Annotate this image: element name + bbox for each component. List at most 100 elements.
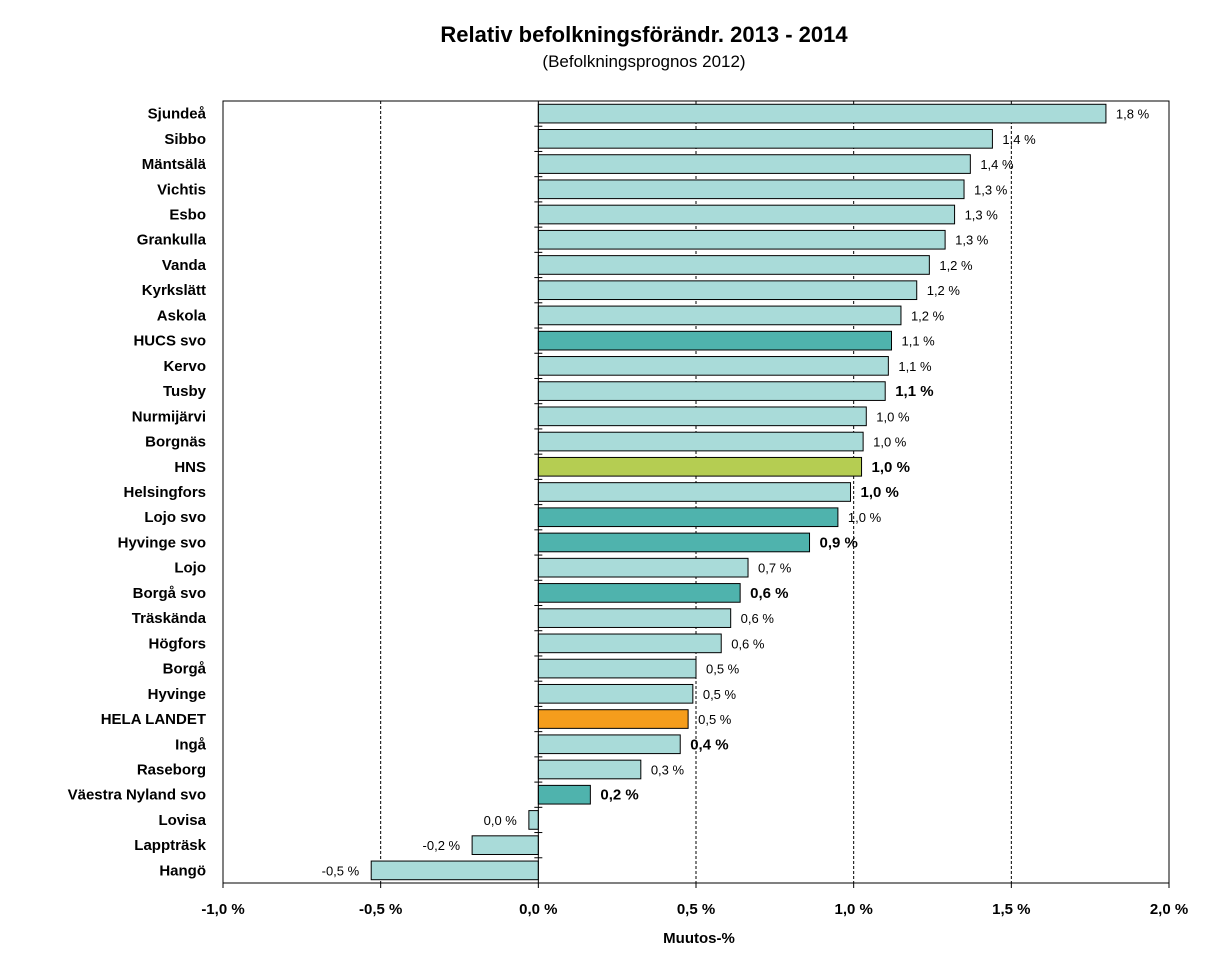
bar	[537, 456, 863, 477]
data-label: -0,5 %	[322, 863, 360, 878]
category-label: Esbo	[169, 207, 206, 224]
category-label: Askola	[157, 307, 207, 324]
data-label: 0,5 %	[698, 712, 732, 727]
chart-title: Relativ befolkningsförändr. 2013 - 2014	[440, 22, 848, 47]
bar	[537, 583, 741, 603]
bar	[537, 406, 867, 427]
bar	[537, 129, 993, 149]
category-label: Träskända	[132, 610, 207, 627]
data-label: 1,3 %	[965, 208, 999, 223]
category-label: Borgå svo	[133, 585, 206, 602]
data-label: 0,4 %	[690, 736, 728, 753]
category-label: Helsingfors	[123, 484, 206, 501]
bar	[537, 633, 722, 654]
category-label: Sibbo	[164, 131, 206, 148]
category-label: Vanda	[162, 257, 207, 274]
data-label: 0,2 %	[600, 787, 638, 804]
bar	[537, 255, 930, 275]
category-label: HELA LANDET	[101, 711, 206, 728]
data-label: 1,0 %	[876, 409, 910, 424]
bar	[537, 381, 886, 401]
data-label: 0,7 %	[758, 561, 792, 576]
bar	[537, 557, 749, 578]
bar	[537, 759, 642, 780]
data-label: -0,2 %	[423, 838, 461, 853]
data-label: 0,3 %	[651, 762, 685, 777]
data-label: 0,5 %	[703, 687, 737, 702]
category-label: Grankulla	[137, 232, 207, 249]
data-label: 1,1 %	[895, 383, 933, 400]
category-label: Nurmijärvi	[132, 408, 206, 425]
category-label: Lojo svo	[144, 509, 206, 526]
category-label: Raseborg	[137, 761, 206, 778]
category-label: HUCS svo	[133, 333, 206, 350]
category-label: Sjundeå	[148, 106, 207, 123]
data-label: 1,0 %	[848, 510, 882, 525]
x-axis-label: Muutos-%	[663, 930, 735, 947]
data-label: 0,0 %	[484, 813, 518, 828]
data-label: 0,9 %	[820, 534, 858, 551]
bar	[537, 658, 697, 679]
bar	[537, 280, 918, 301]
data-label: 0,6 %	[731, 636, 765, 651]
bar	[537, 229, 946, 250]
x-tick-label: 0,5 %	[677, 901, 715, 918]
data-label: 1,2 %	[927, 283, 961, 298]
category-label: Lovisa	[158, 812, 206, 829]
bar	[537, 154, 971, 174]
category-label: Vichtis	[157, 181, 206, 198]
bar	[528, 810, 539, 830]
category-label: Lappträsk	[134, 837, 206, 854]
category-label: Tusby	[163, 383, 207, 400]
category-label: HNS	[174, 459, 206, 476]
bar	[537, 709, 689, 729]
bar	[537, 532, 811, 553]
chart-subtitle: (Befolkningsprognos 2012)	[542, 52, 746, 71]
category-label: Hyvinge	[148, 686, 206, 703]
x-tick-label: 1,5 %	[992, 901, 1030, 918]
bar	[537, 683, 694, 704]
data-label: 1,3 %	[974, 182, 1008, 197]
bar	[537, 608, 732, 628]
data-label: 0,5 %	[706, 662, 740, 677]
bar	[537, 356, 889, 376]
category-label: Mäntsälä	[142, 156, 207, 173]
category-label: Lojo	[174, 560, 206, 577]
bar	[537, 507, 839, 528]
bar	[537, 431, 864, 452]
bar	[370, 860, 539, 881]
bar	[537, 482, 852, 502]
data-label: 1,4 %	[980, 157, 1014, 172]
category-label: Högfors	[149, 635, 207, 652]
category-labels: Sjundeå Sibbo Mäntsälä Vichtis Esbo Grankulla…	[68, 106, 207, 880]
data-label: 1,0 %	[872, 459, 910, 476]
category-label: Kyrkslätt	[142, 282, 206, 299]
data-label: 1,0 %	[873, 435, 907, 450]
bar	[537, 204, 956, 225]
bar	[471, 835, 539, 855]
data-label: 1,1 %	[898, 359, 932, 374]
bar	[537, 103, 1107, 124]
bars	[370, 100, 1107, 881]
bar	[537, 734, 681, 755]
data-label: 0,6 %	[741, 611, 775, 626]
x-tick-label: 1,0 %	[834, 901, 872, 918]
data-label: 1,3 %	[955, 233, 989, 248]
data-label: 0,6 %	[750, 585, 788, 602]
category-label: Borgnäs	[145, 434, 206, 451]
x-tick-label: -1,0 %	[201, 901, 244, 918]
x-tick-label: 2,0 %	[1150, 901, 1188, 918]
category-label: Hyvinge svo	[118, 534, 206, 551]
x-tick-labels: -1,0 % -0,5 % 0,0 % 0,5 % 1,0 % 1,5 % 2,0 %	[201, 883, 1188, 918]
bar	[537, 330, 893, 351]
data-label: 1,2 %	[939, 258, 973, 273]
category-label: Borgå	[163, 661, 207, 678]
bar	[537, 784, 591, 805]
data-labels: 1,8 % 1,4 % 1,4 % 1,3 % 1,3 % 1,3 % 1,2 % 1,2 %…	[322, 107, 1150, 879]
category-label: Hangö	[159, 862, 206, 879]
category-label: Kervo	[163, 358, 206, 375]
x-tick-label: 0,0 %	[519, 901, 557, 918]
bar	[537, 179, 965, 200]
data-label: 1,1 %	[902, 334, 936, 349]
category-label: Ingå	[175, 736, 206, 753]
